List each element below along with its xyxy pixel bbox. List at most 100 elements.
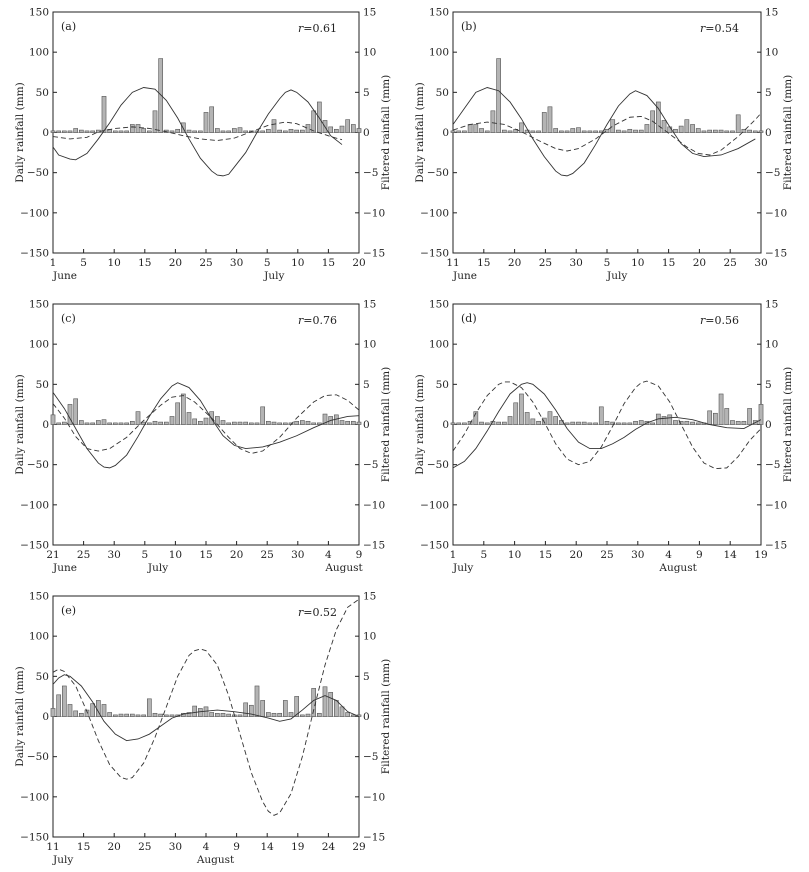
x-tick-label: 30 bbox=[169, 841, 182, 853]
correlation-value: =0.76 bbox=[303, 314, 337, 327]
x-tick-label: 10 bbox=[631, 257, 644, 269]
left-tick-label: −100 bbox=[20, 791, 49, 803]
rainfall-bar bbox=[479, 128, 484, 133]
x-tick-label: 20 bbox=[108, 841, 121, 853]
rainfall-bar bbox=[237, 127, 243, 133]
rainfall-bar bbox=[593, 130, 598, 133]
rainfall-bar bbox=[462, 422, 467, 425]
rainfall-bar bbox=[638, 129, 644, 133]
rainfall-bar bbox=[322, 686, 328, 717]
rainfall-bar bbox=[67, 704, 73, 717]
panel-label: (d) bbox=[461, 312, 477, 325]
correlation-label: r=0.61 bbox=[298, 22, 337, 35]
rainfall-bar bbox=[180, 393, 186, 425]
x-tick-label: 5 bbox=[264, 257, 271, 269]
x-tick-label: 29 bbox=[352, 841, 365, 853]
panel-label: (b) bbox=[461, 20, 477, 33]
rainfall-bar bbox=[192, 130, 198, 133]
rainfall-bar bbox=[311, 110, 317, 133]
rainfall-bar bbox=[695, 128, 701, 133]
rainfall-bar bbox=[163, 421, 169, 425]
x-tick-label: 15 bbox=[477, 257, 490, 269]
rainfall-bar bbox=[226, 422, 232, 425]
left-tick-label: −100 bbox=[20, 499, 49, 511]
rainfall-bar bbox=[243, 130, 249, 133]
month-label: July bbox=[452, 562, 473, 574]
x-tick-label: 20 bbox=[693, 257, 706, 269]
rainfall-bar bbox=[530, 418, 536, 425]
right-tick-label: 15 bbox=[765, 299, 778, 311]
right-tick-label: −10 bbox=[363, 791, 385, 803]
x-tick-label: 4 bbox=[325, 549, 332, 561]
rainfall-bar bbox=[112, 130, 118, 133]
correlation-value: =0.61 bbox=[303, 22, 337, 35]
rainfall-bar bbox=[129, 420, 135, 425]
rainfall-bar bbox=[316, 712, 322, 717]
left-tick-label: 100 bbox=[429, 47, 449, 59]
rainfall-bar bbox=[73, 398, 79, 425]
rainfall-bar bbox=[175, 128, 181, 133]
rainfall-bar bbox=[226, 713, 232, 717]
rainfall-bar bbox=[271, 712, 277, 717]
rainfall-bar bbox=[587, 422, 593, 425]
rainfall-bar bbox=[197, 130, 203, 133]
month-label: July bbox=[606, 270, 627, 282]
rainfall-bar bbox=[350, 714, 356, 717]
rainfall-bar bbox=[186, 412, 192, 425]
rainfall-bar bbox=[333, 128, 339, 133]
rainfall-bar bbox=[593, 422, 598, 425]
rainfall-bar bbox=[718, 393, 724, 425]
rainfall-bar bbox=[707, 129, 713, 133]
left-tick-label: 0 bbox=[42, 711, 49, 723]
rainfall-bar bbox=[95, 420, 101, 425]
filtered-line-dashed bbox=[53, 121, 343, 141]
rainfall-bar bbox=[570, 128, 576, 133]
rainfall-bar bbox=[84, 422, 90, 425]
rainfall-bar bbox=[73, 710, 79, 717]
rainfall-bar bbox=[294, 696, 300, 717]
left-tick-label: −150 bbox=[420, 248, 449, 260]
rainfall-bar bbox=[129, 713, 135, 717]
rainfall-bar bbox=[604, 128, 610, 133]
right-axis-title: Filtered rainfall (mm) bbox=[782, 75, 794, 190]
right-tick-label: 10 bbox=[363, 631, 376, 643]
rainfall-bar bbox=[237, 714, 243, 717]
right-tick-label: −10 bbox=[765, 207, 787, 219]
rainfall-bar bbox=[519, 393, 524, 425]
rainfall-bar bbox=[169, 130, 175, 133]
rainfall-bar bbox=[248, 704, 254, 717]
left-tick-label: 0 bbox=[442, 419, 449, 431]
rainfall-bar bbox=[345, 712, 351, 717]
left-tick-label: 50 bbox=[36, 379, 49, 391]
rainfall-bar bbox=[129, 124, 135, 133]
x-tick-label: 15 bbox=[539, 549, 552, 561]
rainfall-bar bbox=[243, 702, 249, 717]
rainfall-bar bbox=[265, 128, 271, 133]
rainfall-bar bbox=[339, 125, 345, 133]
filtered-line-solid bbox=[53, 674, 359, 742]
x-tick-label: 20 bbox=[570, 549, 583, 561]
rainfall-bar bbox=[265, 420, 271, 425]
rainfall-bar bbox=[661, 120, 667, 133]
rainfall-bar bbox=[490, 110, 496, 133]
rainfall-bar bbox=[496, 421, 501, 425]
rainfall-bar bbox=[456, 130, 462, 133]
right-tick-label: 5 bbox=[765, 87, 772, 99]
x-tick-label: 15 bbox=[322, 257, 335, 269]
rainfall-bar bbox=[260, 130, 266, 133]
right-tick-label: 10 bbox=[765, 47, 778, 59]
rainfall-bar bbox=[118, 130, 124, 133]
rainfall-bar bbox=[282, 422, 288, 425]
rainfall-bar bbox=[333, 700, 339, 717]
right-tick-label: 5 bbox=[363, 87, 370, 99]
rainfall-bar bbox=[169, 714, 175, 717]
left-tick-label: −100 bbox=[420, 499, 449, 511]
left-tick-label: 0 bbox=[42, 127, 49, 139]
left-tick-label: 50 bbox=[436, 87, 449, 99]
left-tick-label: −150 bbox=[420, 540, 449, 552]
rainfall-bar bbox=[271, 119, 277, 133]
rainfall-bar bbox=[203, 112, 209, 133]
filtered-line-solid bbox=[453, 382, 761, 469]
rainfall-bar bbox=[231, 128, 237, 133]
